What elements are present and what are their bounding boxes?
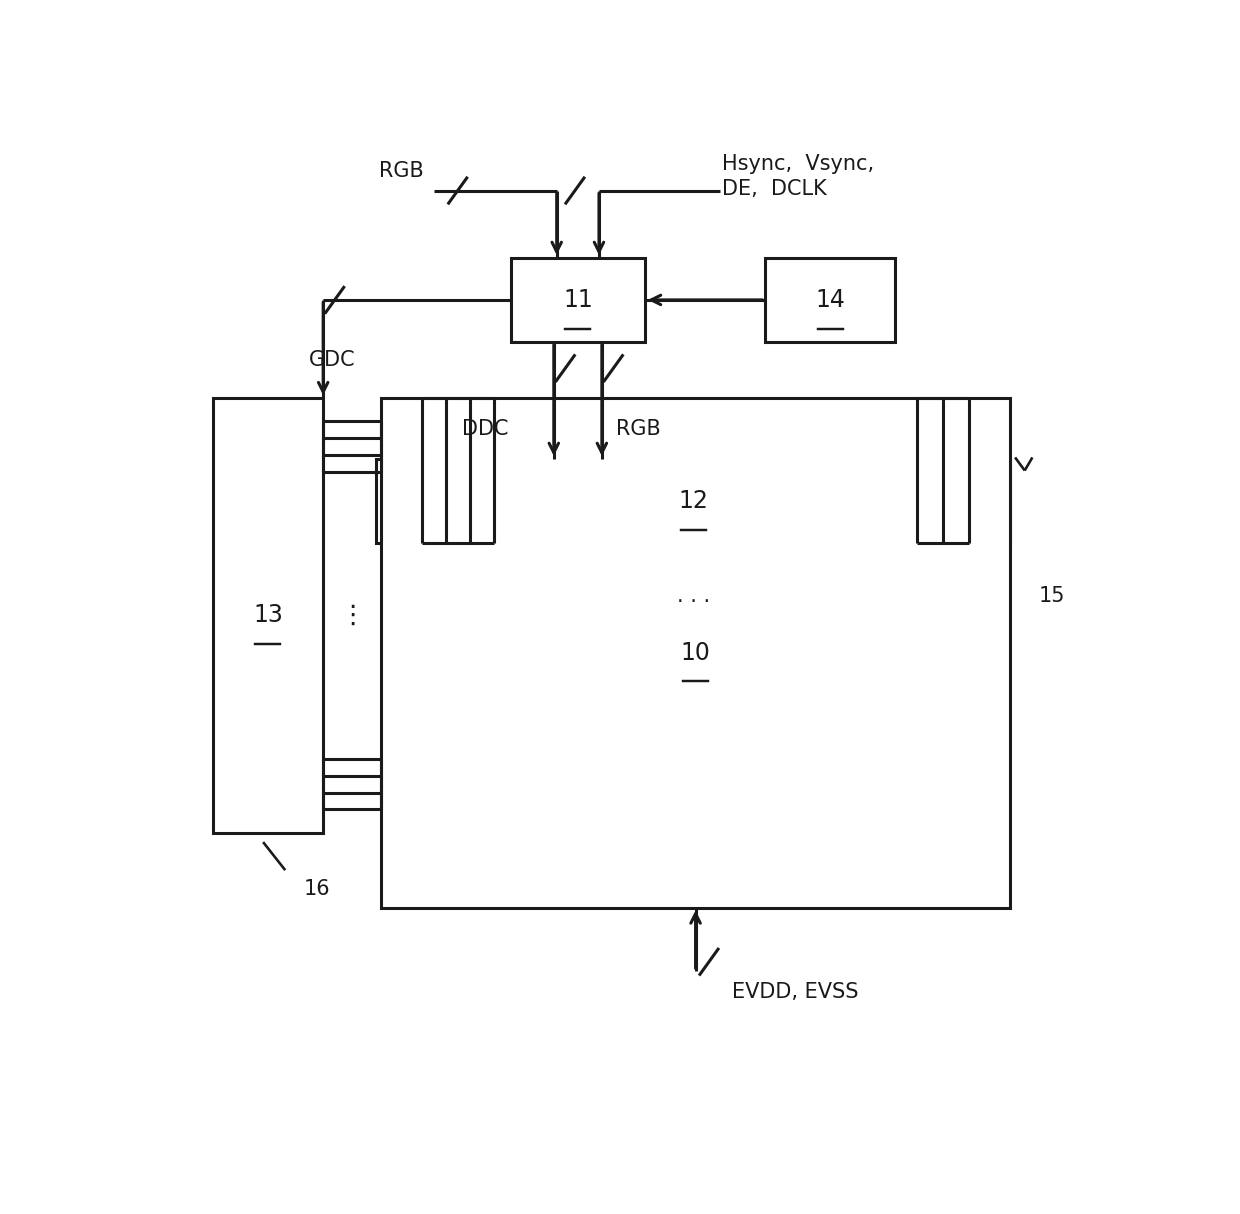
Text: DE,  DCLK: DE, DCLK — [722, 178, 827, 199]
Text: ⋮: ⋮ — [339, 602, 366, 629]
Text: 16: 16 — [304, 879, 331, 900]
Bar — [511, 257, 645, 342]
Text: 13: 13 — [253, 603, 283, 628]
Bar — [381, 398, 1011, 908]
Text: EVDD, EVSS: EVDD, EVSS — [732, 982, 858, 1002]
Text: Hsync,  Vsync,: Hsync, Vsync, — [722, 154, 874, 174]
Text: GDC: GDC — [309, 350, 356, 370]
Bar — [765, 257, 895, 342]
Bar — [213, 398, 324, 833]
Text: 11: 11 — [563, 288, 593, 312]
Text: 10: 10 — [681, 641, 711, 665]
Bar — [376, 459, 1011, 543]
Text: RGB: RGB — [616, 419, 661, 439]
Text: 12: 12 — [678, 489, 708, 512]
Text: DDC: DDC — [463, 419, 508, 439]
Text: . . .: . . . — [677, 586, 709, 606]
Text: 15: 15 — [1039, 586, 1065, 606]
Text: 14: 14 — [815, 288, 844, 312]
Text: RGB: RGB — [379, 161, 424, 181]
